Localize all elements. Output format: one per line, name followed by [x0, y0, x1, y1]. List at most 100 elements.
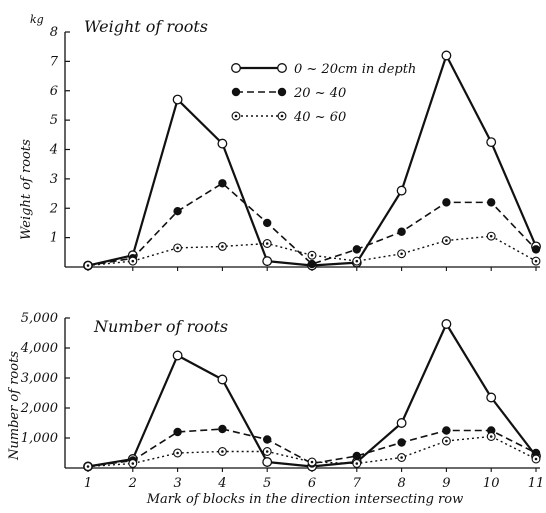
number-series-line: [87, 428, 537, 468]
x-tick-label: 10: [483, 476, 500, 491]
number-x-ticks: 1 2 3 4 5 6 7 8 9 10 11: [84, 468, 544, 491]
number-data-point: [263, 435, 272, 444]
legend: 0 ~ 20cm in depth 20 ~ 40 40 ~ 60: [231, 62, 416, 125]
weight-data-point: [486, 231, 496, 241]
number-data-point: [128, 459, 138, 468]
number-data-point: [217, 447, 227, 456]
number-data-point: [173, 448, 183, 458]
weight-data-point: [262, 256, 273, 267]
x-tick-label: 1: [84, 476, 92, 491]
number-data-point: [262, 447, 272, 456]
legend-marker: [277, 63, 287, 73]
x-tick-label: 5: [263, 476, 271, 491]
weight-data-point: [217, 241, 227, 251]
legend-marker: [231, 111, 241, 121]
weight-series-0: [83, 50, 541, 271]
x-tick-label: 9: [442, 476, 450, 491]
number-data-point: [531, 454, 541, 464]
weight-y-tick-label: 7: [50, 54, 59, 69]
number-data-point: [441, 319, 452, 329]
weight-y-tick-label: 4: [49, 143, 58, 158]
number-data-point: [352, 459, 362, 468]
legend-marker: [231, 87, 241, 97]
number-panel: Number of roots Number of roots Mark of …: [7, 311, 544, 507]
legend-item: 40 ~ 60: [231, 110, 346, 125]
weight-data-point: [173, 206, 182, 216]
weight-data-point: [307, 259, 317, 269]
number-series-line: [87, 322, 537, 468]
weight-data-point: [217, 138, 228, 149]
weight-data-point: [352, 256, 362, 266]
x-tick-label: 11: [528, 476, 545, 491]
legend-marker: [277, 87, 287, 97]
weight-data-point: [173, 243, 183, 253]
weight-y-tick-label: 3: [50, 172, 58, 187]
legend-label: 0 ~ 20cm in depth: [294, 62, 416, 77]
number-y-axis-label: Number of roots: [7, 351, 22, 461]
legend-marker: [231, 63, 241, 73]
weight-data-point: [396, 185, 407, 196]
weight-y-tick-label: 2: [49, 201, 58, 216]
number-data-point: [397, 438, 406, 447]
x-tick-label: 2: [128, 476, 137, 491]
weight-data-point: [397, 227, 406, 236]
weight-y-ticks: 1 2 3 4 5 6 7 8: [49, 25, 70, 246]
weight-panel-title: Weight of roots: [84, 17, 208, 36]
weight-series-line: [87, 182, 537, 267]
weight-data-point: [441, 236, 451, 246]
x-tick-label: 7: [353, 476, 362, 491]
number-y-tick-label: 1,000: [21, 431, 58, 446]
weight-y-tick-label: 8: [50, 25, 58, 40]
legend-item: 20 ~ 40: [231, 86, 346, 101]
weight-data-point: [441, 50, 452, 61]
number-data-point: [442, 426, 451, 435]
number-y-tick-label: 2,000: [20, 401, 58, 416]
weight-data-point: [442, 198, 451, 207]
weight-panel: kg Weight of roots Weight of roots 0 ~ 2…: [19, 13, 541, 271]
weight-data-point: [486, 137, 497, 148]
legend-label: 40 ~ 60: [293, 110, 346, 125]
number-panel-title: Number of roots: [93, 317, 228, 336]
weight-data-point: [307, 250, 317, 260]
x-tick-label: 8: [397, 476, 405, 491]
weight-data-point: [83, 261, 93, 270]
number-data-point: [218, 424, 227, 434]
x-tick-label: 4: [217, 476, 226, 491]
weight-data-point: [263, 218, 272, 228]
weight-data-point: [397, 249, 407, 259]
number-data-point: [262, 457, 273, 467]
weight-y-tick-label: 1: [50, 231, 58, 246]
weight-data-point: [172, 94, 183, 105]
number-y-tick-label: 3,000: [21, 371, 58, 386]
weight-series-2: [83, 231, 541, 270]
x-tick-label: 3: [173, 476, 181, 491]
weight-data-point: [531, 245, 541, 254]
legend-marker: [277, 111, 287, 121]
legend-item: 0 ~ 20cm in depth: [231, 62, 416, 77]
number-data-point: [486, 432, 496, 441]
number-y-tick-label: 4,000: [20, 341, 58, 356]
number-series-2: [83, 432, 541, 471]
weight-data-point: [352, 245, 361, 254]
x-tick-label: 6: [308, 476, 316, 491]
number-data-point: [172, 350, 183, 361]
number-y-ticks: 1,000 2,000 3,000 4,000 5,000: [20, 311, 70, 446]
weight-unit: kg: [30, 13, 44, 26]
number-data-point: [486, 392, 497, 403]
number-data-point: [83, 462, 93, 471]
number-data-point: [173, 427, 182, 437]
weight-data-point: [262, 239, 272, 248]
number-data-point: [396, 418, 407, 428]
weight-data-point: [218, 179, 227, 188]
weight-y-axis-label: Weight of roots: [19, 139, 34, 240]
weight-y-tick-label: 6: [50, 84, 58, 99]
legend-label: 20 ~ 40: [293, 86, 346, 101]
weight-data-point: [487, 198, 496, 207]
weight-series-line: [87, 235, 537, 267]
number-data-point: [307, 457, 317, 467]
number-data-point: [441, 436, 451, 446]
weight-y-tick-label: 5: [50, 113, 58, 128]
number-data-point: [352, 451, 361, 461]
weight-data-point: [128, 256, 138, 266]
